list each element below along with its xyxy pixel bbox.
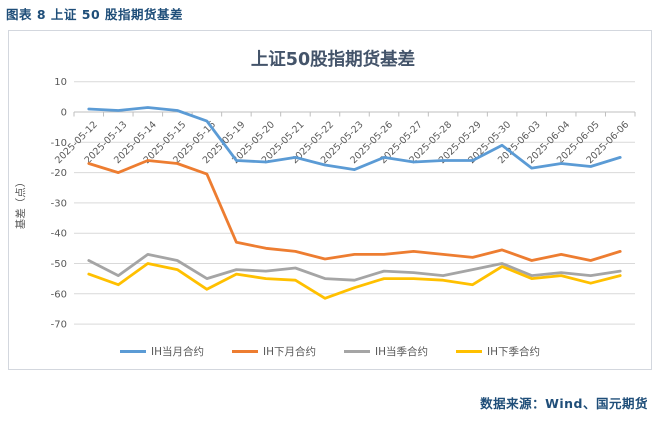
y-tick-label: 0 (61, 108, 67, 119)
legend-line-swatch-orange (232, 350, 258, 353)
series-line-2 (87, 252, 622, 282)
legend-label: IH当季合约 (375, 346, 428, 358)
legend-line-swatch-gray (344, 350, 370, 353)
y-tick-label: -20 (51, 168, 67, 179)
y-tick-label: -10 (51, 138, 67, 149)
legend-label: IH下季合约 (487, 346, 540, 358)
y-axis-title: 基差（点） (14, 177, 27, 230)
data-source: 数据来源：Wind、国元期货 (480, 396, 648, 411)
legend-item-ih-current-quarter: IH当季合约 (344, 344, 428, 359)
y-tick-label: 10 (54, 77, 67, 88)
chart-frame: 上证50股指期货基差 基差（点） 10 0 -10 -20 -30 -40 -50 -60 -7… (8, 30, 652, 370)
series-line-1 (87, 159, 622, 262)
page-caption: 图表 8 上证 50 股指期货基差 (6, 7, 184, 22)
chart-legend: IH当月合约 IH下月合约 IH当季合约 IH下季合约 (9, 344, 651, 359)
y-tick-label: -60 (51, 289, 67, 300)
legend-item-ih-next-month: IH下月合约 (232, 344, 316, 359)
y-tick-label: -70 (51, 320, 67, 331)
chart-title: 上证50股指期货基差 (251, 49, 415, 70)
basis-chart: 上证50股指期货基差 基差（点） 10 0 -10 -20 -30 -40 -50 -60 -7… (14, 49, 636, 331)
y-tick-label: -30 (51, 198, 67, 209)
legend-item-ih-current-month: IH当月合约 (120, 344, 204, 359)
series-line-3 (87, 262, 622, 300)
legend-item-ih-next-quarter: IH下季合约 (456, 344, 540, 359)
y-tick-label: -40 (51, 229, 67, 240)
legend-label: IH当月合约 (151, 346, 204, 358)
series-line-0 (87, 106, 622, 172)
legend-line-swatch-blue (120, 350, 146, 353)
y-tick-label: -50 (51, 259, 67, 270)
legend-label: IH下月合约 (263, 346, 316, 358)
legend-line-swatch-yellow (456, 350, 482, 353)
